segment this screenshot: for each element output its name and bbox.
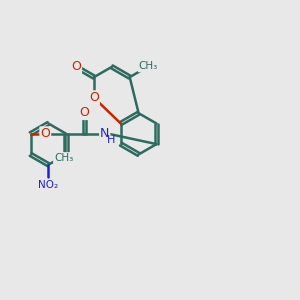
Text: H: H	[106, 135, 115, 145]
Text: CH₃: CH₃	[139, 61, 158, 71]
Text: N: N	[100, 127, 110, 140]
Text: O: O	[79, 106, 89, 119]
Text: O: O	[40, 127, 50, 140]
Text: CH₃: CH₃	[54, 153, 73, 163]
Text: NO₂: NO₂	[38, 180, 58, 190]
Text: O: O	[89, 91, 99, 104]
Text: O: O	[71, 60, 81, 73]
